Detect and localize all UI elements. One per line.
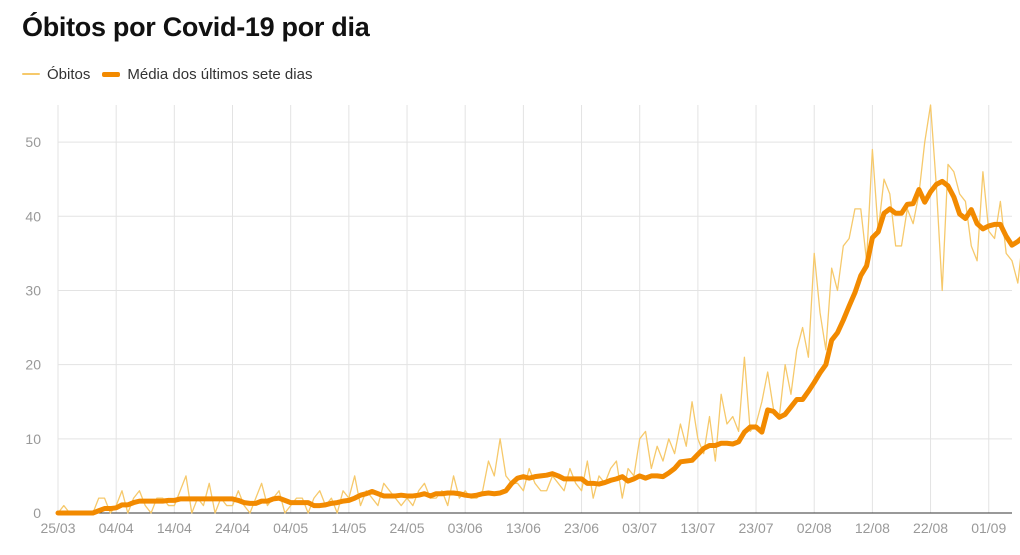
legend-swatch-average	[102, 71, 121, 77]
x-tick-label: 12/08	[855, 520, 890, 536]
x-tick-label: 24/05	[390, 520, 425, 536]
x-tick-label: 02/08	[797, 520, 832, 536]
series-line-average	[55, 178, 1020, 516]
x-tick-label: 13/07	[680, 520, 715, 536]
legend-item-daily[interactable]: Óbitos	[22, 66, 90, 83]
legend-label-average: Média dos últimos sete dias	[127, 65, 313, 83]
y-tick-label: 50	[25, 134, 41, 150]
y-tick-label: 20	[25, 357, 41, 373]
x-tick-label: 04/05	[273, 520, 308, 536]
legend-label-daily: Óbitos	[47, 65, 91, 83]
x-tick-label: 03/07	[622, 520, 657, 536]
x-tick-label: 23/06	[564, 520, 599, 536]
x-tick-label: 14/05	[331, 520, 366, 536]
y-tick-label: 40	[25, 208, 41, 224]
legend-item-average[interactable]: Média dos últimos sete dias	[102, 66, 312, 83]
legend: Óbitos Média dos últimos sete dias	[22, 63, 324, 85]
series-line-daily	[57, 104, 1020, 514]
x-tick-label: 25/03	[40, 520, 75, 536]
x-tick-label: 14/04	[157, 520, 192, 536]
legend-swatch-daily	[22, 73, 40, 75]
y-tick-label: 0	[33, 505, 41, 521]
x-tick-label: 01/09	[971, 520, 1006, 536]
x-tick-label: 24/04	[215, 520, 250, 536]
x-tick-label: 04/04	[99, 520, 134, 536]
x-tick-label: 13/06	[506, 520, 541, 536]
y-tick-label: 30	[25, 282, 41, 298]
y-tick-label: 10	[25, 431, 41, 447]
x-tick-label: 03/06	[448, 520, 483, 536]
x-tick-label: 22/08	[913, 520, 948, 536]
chart-title: Óbitos por Covid-19 por dia	[22, 12, 370, 42]
x-tick-label: 23/07	[739, 520, 774, 536]
